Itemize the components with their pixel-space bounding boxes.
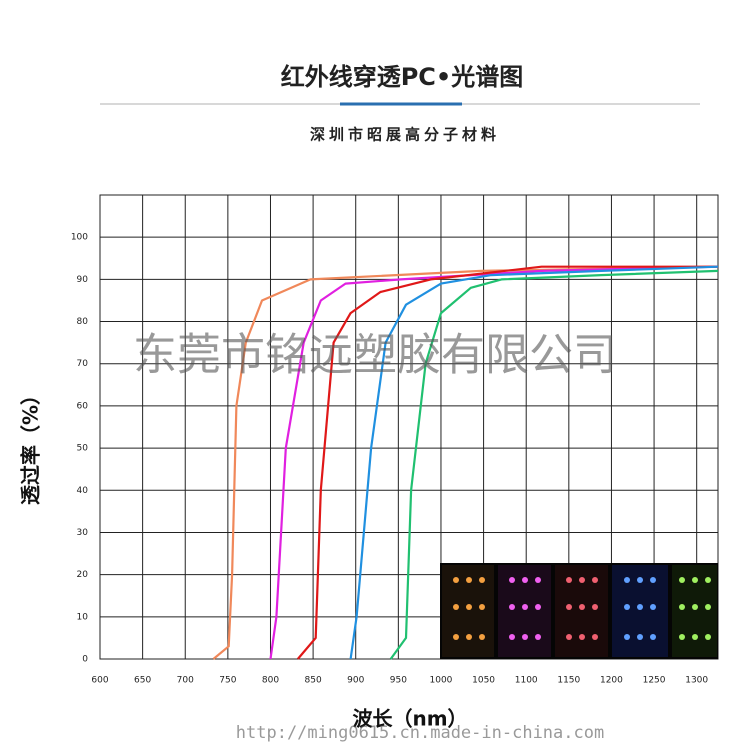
x-tick-label: 950	[390, 676, 407, 686]
x-tick-label: 1050	[472, 676, 495, 686]
x-tick-label: 800	[262, 676, 279, 686]
x-tick-label: 850	[305, 676, 322, 686]
x-tick-label: 1150	[557, 676, 580, 686]
series-line	[212, 265, 719, 660]
y-tick-label: 50	[77, 444, 89, 454]
x-tick-label: 1250	[643, 676, 666, 686]
chart-title: 红外线穿透PC•光谱图	[281, 63, 524, 91]
x-tick-label: 900	[347, 676, 364, 686]
lines	[212, 265, 719, 660]
chart-subtitle: 深圳市昭展高分子材料	[310, 126, 500, 144]
y-tick-label: 100	[71, 233, 88, 243]
x-tick-label: 650	[134, 676, 151, 686]
x-tick-label: 1300	[685, 676, 708, 686]
watermark-url: http://ming0615.cn.made-in-china.com	[236, 723, 604, 743]
series-line	[389, 269, 719, 660]
y-axis-label: 透过率（%）	[19, 385, 43, 505]
x-tick-label: 1200	[600, 676, 623, 686]
watermark: 东莞市铭远塑胶有限公司	[133, 330, 617, 381]
y-tick-label: 40	[77, 486, 89, 496]
led-photo	[440, 563, 718, 659]
y-tick-label: 80	[77, 317, 89, 327]
series-line	[269, 265, 719, 660]
x-tick-label: 750	[219, 676, 236, 686]
series-line	[349, 265, 719, 660]
y-tick-label: 30	[77, 528, 89, 538]
y-tick-label: 90	[77, 275, 89, 285]
y-tick-label: 70	[77, 359, 89, 369]
y-tick-label: 0	[82, 655, 88, 665]
x-axis-label: 波长（nm）	[352, 707, 467, 731]
series-line	[296, 265, 718, 660]
x-tick-label: 700	[177, 676, 194, 686]
x-tick-label: 1100	[515, 676, 538, 686]
y-tick-label: 60	[77, 401, 89, 411]
x-tick-label: 1000	[430, 676, 453, 686]
y-tick-label: 20	[77, 570, 89, 580]
y-tick-label: 10	[77, 612, 89, 622]
x-tick-label: 600	[91, 676, 108, 686]
